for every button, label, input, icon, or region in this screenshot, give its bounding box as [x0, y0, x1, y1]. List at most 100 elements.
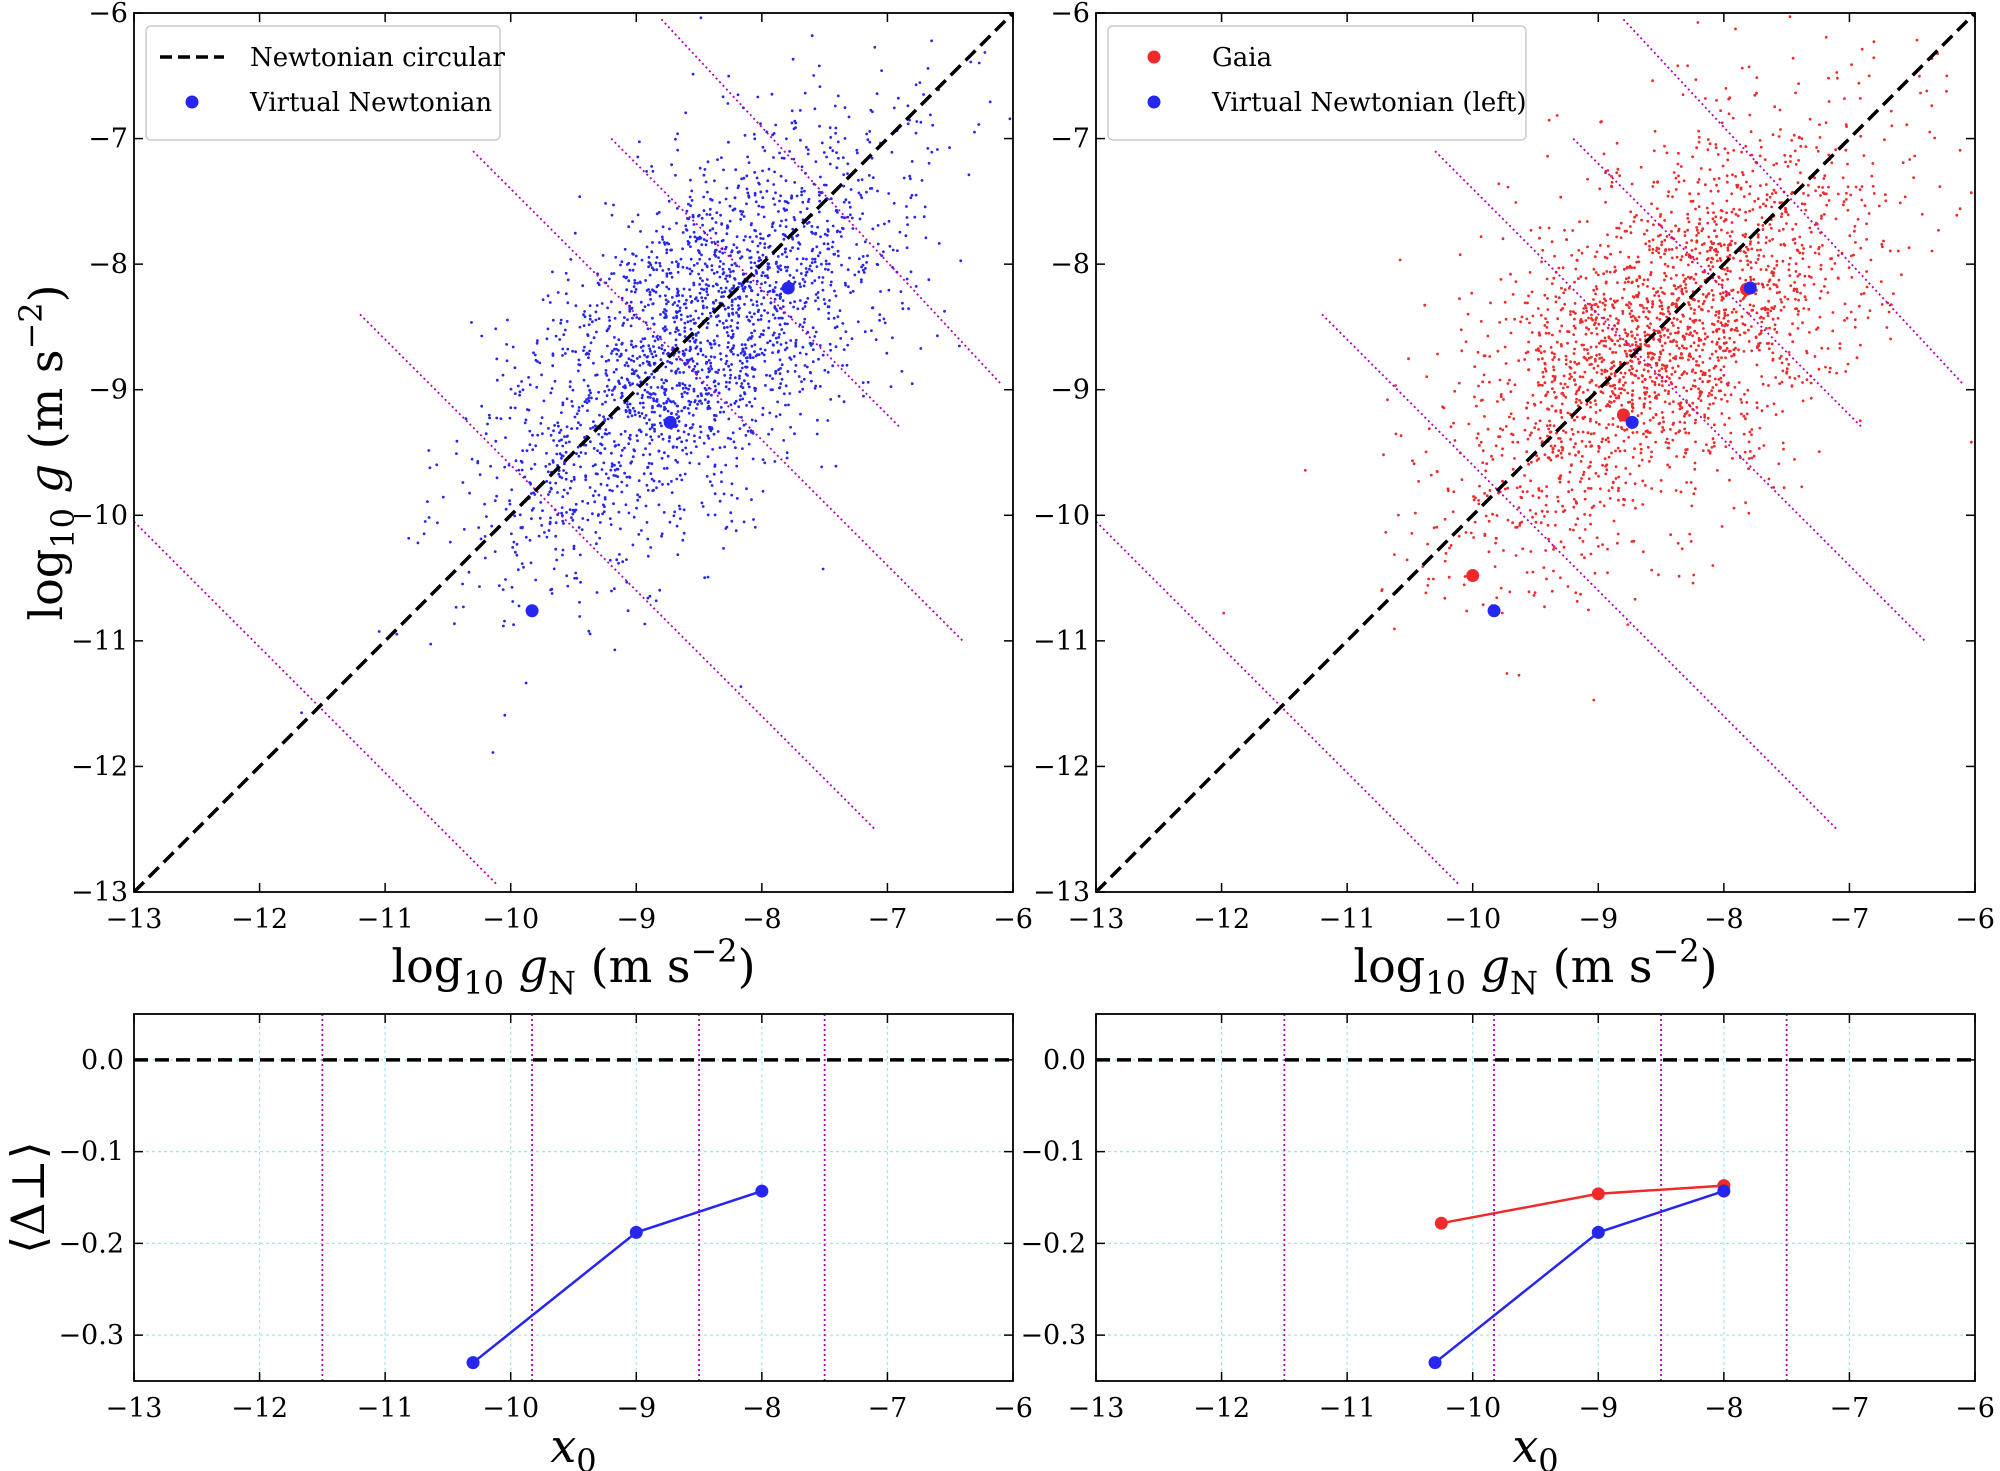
scatter-point [508, 416, 512, 420]
scatter-point [1663, 271, 1666, 275]
y-tick-label: 0.0 [81, 1045, 124, 1076]
scatter-point [1594, 292, 1597, 296]
scatter-point [1771, 317, 1775, 321]
scatter-point [1669, 428, 1672, 431]
scatter-point [556, 513, 559, 517]
scatter-point [821, 353, 825, 357]
scatter-point [1472, 495, 1475, 498]
scatter-point [562, 488, 566, 492]
scatter-point [568, 385, 572, 389]
scatter-point [714, 370, 718, 374]
axes-frame [133, 12, 1014, 893]
scatter-point [631, 543, 635, 547]
scatter-point [1730, 354, 1733, 358]
scatter-point [1569, 310, 1572, 313]
scatter-point [840, 235, 843, 238]
scatter-point [1607, 489, 1611, 492]
scatter-point [803, 317, 807, 321]
scatter-point [565, 320, 569, 323]
scatter-point [620, 296, 624, 300]
scatter-point [1624, 467, 1628, 470]
scatter-point [613, 587, 616, 591]
scatter-point [1794, 222, 1798, 226]
scatter-point [800, 165, 804, 169]
scatter-point [799, 138, 802, 142]
scatter-point [1473, 520, 1477, 524]
scatter-point [666, 352, 669, 356]
scatter-point [1712, 177, 1716, 181]
scatter-point [793, 280, 797, 284]
scatter-point [883, 321, 887, 325]
scatter-point [647, 461, 651, 465]
scatter-point [1769, 226, 1773, 230]
scatter-point [785, 269, 788, 273]
scatter-point [699, 16, 703, 20]
scatter-point [717, 368, 721, 372]
scatter-point [1611, 417, 1615, 420]
scatter-point [1699, 167, 1703, 170]
scatter-point [1601, 463, 1604, 467]
scatter-point [1601, 301, 1605, 305]
scatter-point [1855, 356, 1859, 360]
scatter-point [1645, 229, 1649, 232]
scatter-point [1706, 211, 1710, 215]
scatter-point [741, 349, 745, 353]
scatter-point [1618, 250, 1622, 254]
scatter-point [551, 364, 555, 368]
scatter-point [574, 304, 578, 308]
scatter-point [762, 296, 766, 300]
scatter-point [1757, 447, 1761, 450]
scatter-point [838, 309, 842, 312]
scatter-point [728, 381, 731, 384]
scatter-point [764, 384, 767, 387]
scatter-point [1765, 342, 1769, 345]
scatter-point [1779, 128, 1782, 131]
scatter-point [847, 201, 851, 204]
scatter-point [773, 229, 777, 232]
scatter-point [1606, 233, 1609, 237]
scatter-point [660, 424, 663, 428]
scatter-point [1548, 424, 1552, 427]
scatter-point [1459, 328, 1463, 332]
scatter-point [656, 386, 660, 389]
scatter-point [1813, 251, 1817, 255]
scatter-point [495, 378, 499, 382]
bin-boundary-line [134, 520, 499, 887]
scatter-point [1741, 322, 1745, 326]
scatter-point [706, 407, 710, 411]
scatter-point [734, 399, 738, 403]
scatter-point [591, 320, 594, 324]
scatter-point [1633, 373, 1636, 377]
scatter-point [1830, 161, 1834, 165]
median-point-virtual [1625, 415, 1639, 429]
scatter-point [1508, 590, 1512, 594]
series-point-virtual [755, 1184, 769, 1198]
scatter-point [491, 751, 495, 754]
scatter-point [846, 343, 850, 347]
scatter-point [1645, 435, 1648, 439]
scatter-point [1695, 234, 1698, 237]
scatter-point [1820, 346, 1824, 350]
scatter-point [1668, 377, 1671, 380]
scatter-point [483, 556, 487, 560]
scatter-point [1716, 319, 1720, 323]
scatter-point [1382, 453, 1385, 457]
scatter-point [1660, 367, 1664, 370]
scatter-point [630, 290, 633, 293]
scatter-point [662, 381, 666, 385]
scatter-point [1648, 407, 1652, 410]
scatter-point [878, 313, 882, 316]
scatter-point [743, 343, 747, 346]
scatter-point [619, 527, 622, 531]
scatter-point [690, 299, 694, 303]
scatter-point [1605, 468, 1609, 472]
scatter-point [510, 532, 513, 536]
scatter-point [1772, 163, 1776, 167]
scatter-point [1768, 223, 1772, 226]
scatter-point [1859, 343, 1862, 347]
scatter-point [1446, 489, 1450, 493]
scatter-point [741, 361, 744, 365]
scatter-point [860, 265, 863, 269]
scatter-point [697, 272, 700, 276]
scatter-point [1503, 487, 1507, 491]
